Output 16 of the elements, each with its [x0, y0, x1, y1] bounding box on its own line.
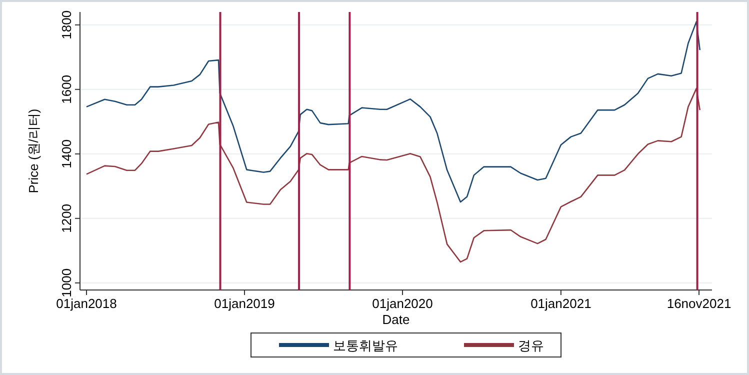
- x-tick-label: 01jan2018: [56, 296, 117, 311]
- legend-label: 보통휘발유: [333, 338, 398, 353]
- x-tick-label: 01jan2021: [530, 296, 592, 311]
- y-tick-label: 1400: [59, 139, 74, 168]
- x-tick-label: 01jan2020: [372, 296, 433, 311]
- line-series: [86, 88, 701, 263]
- y-tick-label: 1800: [59, 10, 74, 40]
- y-tick-label: 1600: [59, 74, 74, 104]
- line-series: [86, 21, 701, 203]
- x-tick-label: 01jan2019: [214, 296, 275, 311]
- y-tick-label: 1200: [59, 204, 74, 233]
- y-axis-title: Price (원/리터): [26, 108, 41, 194]
- y-tick-label: 1000: [59, 268, 74, 298]
- x-tick-label: 16nov2021: [666, 296, 732, 311]
- x-axis-title: Date: [382, 312, 410, 327]
- legend-label: 경유: [518, 338, 544, 353]
